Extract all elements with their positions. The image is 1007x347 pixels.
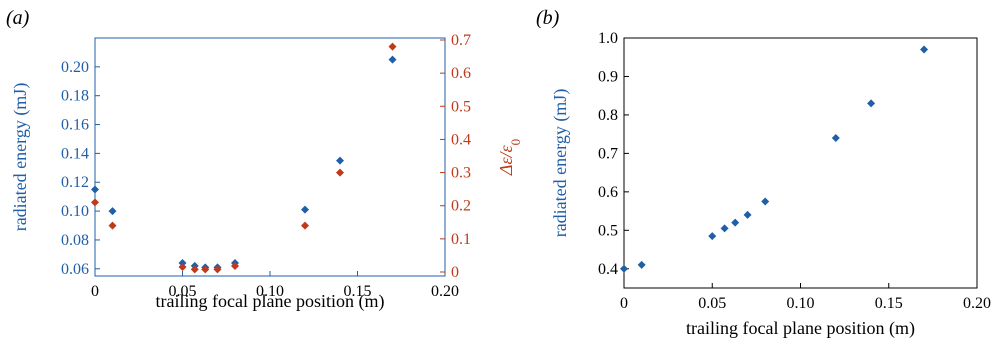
panel-b-plot-frame [623,37,978,289]
panel-a-right-y-tick-label: 0.3 [451,165,471,182]
panel-b-radiated-energy-point [708,232,717,241]
panel-b-y-tick-label: 0.4 [598,261,618,278]
panel-a-energy-spread-point [213,265,222,274]
panel-a-right-y-tick-label: 0.5 [451,98,471,115]
panel-b-x-tick-label: 0.20 [963,295,991,312]
panel-b-x-ticks: 0 0.05 0.10 0.15 0.20 [620,283,991,312]
panel-b-data-points [620,45,929,273]
panel-a-energy-spread-point [178,263,187,272]
panel-a-left-y-tick-label: 0.16 [61,117,89,134]
panel-a-radiated-energy-point [388,55,397,64]
panel-a-x-tick-label: 0.20 [431,283,459,300]
panel-a-left-y-tick-label: 0.12 [61,174,89,191]
panel-a-energy-spread-point [231,262,239,271]
panel-a-x-tick-label: 0.10 [256,283,284,300]
panel-a-energy-spread-point [388,42,397,51]
panel-b-y-ticks: 0.4 0.5 0.6 0.7 0.8 0.9 1.0 [598,30,629,278]
panel-b-radiated-energy-point [743,210,752,219]
panel-a-x-tick-label: 0.05 [169,283,197,300]
panel-a-left-y-tick-label: 0.06 [61,261,89,278]
panel-a-x-axis-label: trailing focal plane position (m) [156,291,385,312]
panel-a-energy-spread-point [336,168,344,177]
panel-a-left-y-axis-label: radiated energy (mJ) [10,83,31,232]
panel-a-x-ticks: 0 0.05 0.10 0.15 0.20 [91,271,459,300]
panel-a-left-y-tick-label: 0.20 [61,59,89,76]
panel-a-radiated-energy-point [336,156,344,165]
panel-a-label: (a) [6,7,30,29]
panel-a-left-y-tick-label: 0.18 [61,88,89,105]
panel-a-energy-spread-point [91,198,99,207]
panel-b-radiated-energy-point [867,99,876,108]
panel-a-radiated-energy-point [178,259,187,268]
panel-b-y-tick-label: 1.0 [598,30,618,47]
panel-b-y-tick-label: 0.8 [598,107,618,124]
panel-a-data-points [91,42,397,274]
panel-a-plot-frame [94,37,446,277]
panel-b-radiated-energy-point [731,218,740,227]
panel-a-right-y-tick-label: 0.7 [451,32,471,49]
panel-b-y-axis-label: radiated energy (mJ) [550,89,571,238]
panel-b-x-tick-label: 0 [620,295,628,312]
panel-a-radiated-energy-point [108,207,117,216]
panel-b-y-tick-label: 0.9 [598,68,618,85]
panel-a-energy-spread-point [108,221,117,230]
panel-a-right-y-tick-label: 0.4 [451,131,471,148]
panel-a-right-y-tick-label: 0.1 [451,231,471,248]
panel-a-right-y-tick-label: 0 [451,264,459,281]
panel-a-radiated-energy-point [301,205,309,214]
panel-b-radiated-energy-point [831,134,840,142]
panel-a-energy-spread-point [190,265,199,274]
panel-b-chart: (b) 0 0.05 0.10 0.15 0.20 0.4 0.5 0.6 0.7 0.8 0.9… [536,7,991,339]
panel-b-x-tick-label: 0.05 [698,295,726,312]
panel-a-right-y-tick-label: 0.6 [451,65,471,82]
panel-a-x-tick-label: 0.15 [344,283,372,300]
panel-a-left-y-tick-label: 0.14 [61,145,89,162]
panel-a-right-label-main: Δε/ε [496,144,516,176]
panel-b-radiated-energy-point [637,260,646,269]
panel-a-x-tick-label: 0 [91,283,99,300]
panel-b-x-axis-label: trailing focal plane position (m) [686,318,915,339]
panel-a-radiated-energy-point [91,185,99,194]
panel-a-left-y-ticks: 0.06 0.08 0.10 0.12 0.14 0.16 0.18 0.20 [61,59,100,278]
panel-b-x-tick-label: 0.10 [787,295,815,312]
panel-a-right-y-tick-label: 0.2 [451,198,471,215]
panel-a-energy-spread-point [301,221,309,230]
panel-b-y-tick-label: 0.5 [598,222,618,239]
panel-a-chart: (a) 0 0.05 0.10 0.15 0.20 0.060.080.100.120.… [6,7,523,312]
panel-a-right-y-ticks: 0 0.1 0.2 0.3 0.4 0.5 0.6 0.7 [440,32,471,281]
panel-b-label: (b) [536,7,560,29]
panel-a-left-y-tick-label: 0.10 [61,203,89,220]
panel-b-x-tick-label: 0.15 [875,295,903,312]
panel-b-radiated-energy-point [720,224,729,233]
panel-a-right-y-axis-label: Δε/ε0 [496,139,523,176]
panel-b-y-tick-label: 0.6 [598,184,618,201]
panel-a-energy-spread-point [201,265,210,274]
panel-b-radiated-energy-point [761,197,770,206]
panel-a-left-y-tick-label: 0.08 [61,232,89,249]
panel-b-radiated-energy-point [920,45,929,54]
panel-b-radiated-energy-point [620,264,628,273]
panel-a-right-label-subscript: 0 [508,139,523,146]
panel-b-y-tick-label: 0.7 [598,145,618,162]
